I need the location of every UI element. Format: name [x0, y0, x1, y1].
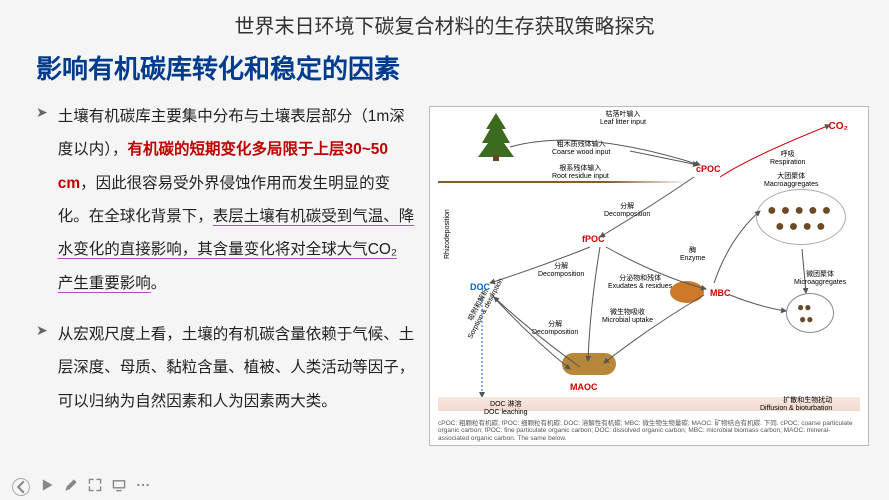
back-button[interactable] — [12, 478, 30, 496]
diagram-column: CO₂ 枯落叶输入Leaf litter input 粗木质残体输入Coarse… — [429, 100, 869, 446]
decomp-3: 分解Decomposition — [532, 321, 578, 336]
bioturb-label: 扩散和生物扰动Diffusion & bioturbation — [760, 397, 832, 412]
mbc-label: MBC — [710, 289, 731, 299]
leaching-label: DOC 淋溶DOC leaching — [484, 401, 528, 416]
carbon-cycle-diagram: CO₂ 枯落叶输入Leaf litter input 粗木质残体输入Coarse… — [429, 106, 869, 446]
bullet-1: ➤ 土壤有机碳库主要集中分布与土壤表层部分（1m深度以内），有机碳的短期变化多局… — [36, 100, 415, 300]
bullet-2: ➤ 从宏观尺度上看，土壤的有机碳含量依赖于气候、土层深度、母质、黏粒含量、植被、… — [36, 318, 415, 418]
bullet-1-text: 土壤有机碳库主要集中分布与土壤表层部分（1m深度以内），有机碳的短期变化多局限于… — [58, 100, 415, 300]
macroaggregate-shape — [756, 189, 846, 245]
expand-button[interactable] — [88, 478, 102, 497]
exudates-label: 分泌物和残体Exudates & residues — [608, 275, 672, 290]
macro-label: 大团聚体Macroaggregates — [764, 173, 818, 188]
rhizo-label: Rhizodeposition — [444, 209, 452, 259]
coarse-wood-label: 粗木质残体输入Coarse wood input — [552, 141, 610, 156]
root-residue-label: 根系残体输入Root residue input — [552, 165, 609, 180]
cpoc-label: cPOC — [696, 165, 721, 175]
content-area: ➤ 土壤有机碳库主要集中分布与土壤表层部分（1m深度以内），有机碳的短期变化多局… — [0, 100, 889, 446]
leaf-litter-label: 枯落叶输入Leaf litter input — [600, 111, 646, 126]
mbc-shape — [670, 281, 704, 303]
more-button[interactable] — [136, 478, 150, 497]
page-title: 世界末日环境下碳复合材料的生存获取策略探究 — [0, 0, 889, 45]
bullet-2-text: 从宏观尺度上看，土壤的有机碳含量依赖于气候、土层深度、母质、黏粒含量、植被、人类… — [58, 318, 415, 418]
microaggregate-shape — [786, 293, 834, 333]
maoc-label: MAOC — [570, 383, 598, 393]
section-title: 影响有机碳库转化和稳定的因素 — [0, 45, 889, 100]
decomp-2: 分解Decomposition — [538, 263, 584, 278]
uptake-label: 微生物吸收Microbial uptake — [602, 309, 653, 324]
fpoc-label: fPOC — [582, 235, 605, 245]
respiration-label: 呼吸Respiration — [770, 151, 805, 166]
micro-label: 微团聚体Microaggregates — [794, 271, 846, 286]
play-button[interactable] — [40, 478, 54, 497]
maoc-shape — [562, 353, 616, 375]
edit-button[interactable] — [64, 478, 78, 497]
bullet-arrow-icon: ➤ — [36, 104, 48, 300]
bottom-toolbar — [0, 474, 162, 500]
decomp-1: 分解Decomposition — [604, 203, 650, 218]
text-column: ➤ 土壤有机碳库主要集中分布与土壤表层部分（1m深度以内），有机碳的短期变化多局… — [36, 100, 415, 446]
screen-button[interactable] — [112, 478, 126, 497]
enzyme-label: 酶Enzyme — [680, 247, 705, 262]
tree-icon — [476, 111, 516, 167]
diagram-caption: cPOC: 粗颗粒有机碳; fPOC: 细颗粒有机碳; DOC: 溶解性有机碳;… — [438, 420, 860, 443]
co2-label: CO₂ — [829, 121, 848, 132]
bullet-arrow-icon: ➤ — [36, 322, 48, 418]
